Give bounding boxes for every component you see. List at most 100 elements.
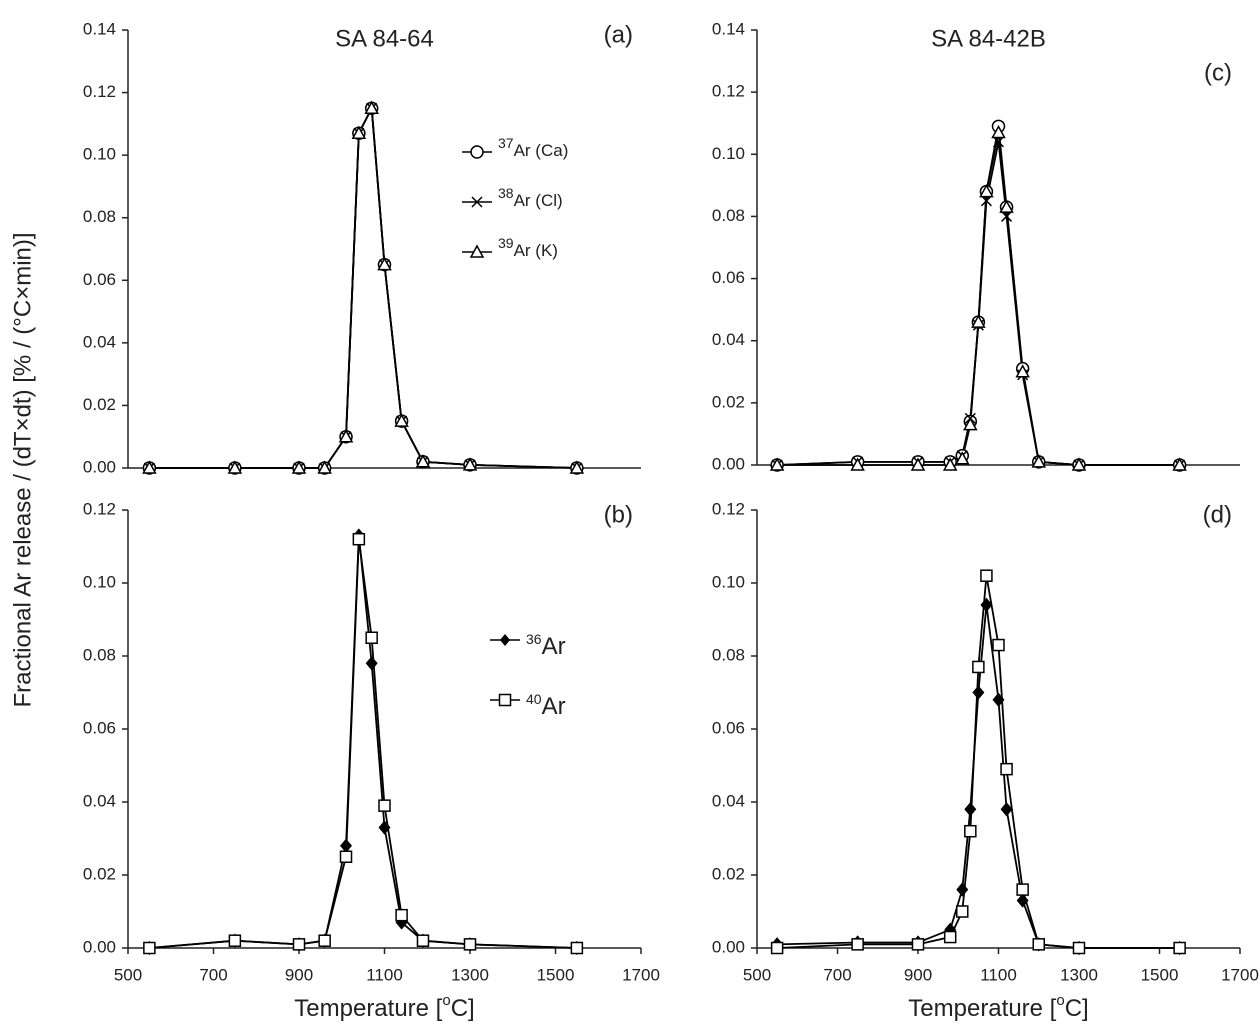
series-line bbox=[777, 132, 1180, 466]
panel-title: SA 84-42B bbox=[931, 25, 1046, 52]
panel-label: (b) bbox=[604, 501, 633, 528]
panel-label: (d) bbox=[1203, 501, 1232, 528]
y-tick-label: 0.10 bbox=[83, 145, 116, 164]
x-tick-label: 700 bbox=[199, 965, 227, 984]
x-axis-label-part: Temperature [ bbox=[908, 995, 1056, 1022]
panel-title: SA 84-64 bbox=[335, 25, 434, 52]
marker bbox=[980, 597, 993, 613]
marker bbox=[569, 460, 585, 474]
marker bbox=[292, 938, 306, 951]
legend-marker bbox=[469, 244, 485, 258]
marker bbox=[999, 199, 1014, 213]
legend-marker bbox=[471, 196, 483, 208]
marker bbox=[1032, 938, 1045, 951]
marker bbox=[964, 802, 977, 817]
x-tick-label: 1300 bbox=[451, 965, 489, 984]
marker bbox=[1071, 457, 1087, 471]
marker bbox=[352, 532, 366, 546]
marker bbox=[956, 905, 969, 918]
legend-marker bbox=[498, 693, 512, 707]
x-axis-label-part: C] bbox=[451, 995, 475, 1022]
marker bbox=[979, 184, 994, 198]
x-axis-label: Temperature [oC] bbox=[294, 992, 474, 1022]
marker bbox=[1016, 883, 1029, 896]
marker bbox=[980, 569, 993, 582]
marker bbox=[378, 799, 391, 812]
marker bbox=[991, 124, 1006, 139]
panel-label: (c) bbox=[1204, 59, 1232, 86]
y-tick-label: 0.06 bbox=[712, 718, 745, 737]
marker bbox=[340, 838, 353, 853]
marker bbox=[318, 934, 331, 947]
marker bbox=[415, 454, 431, 468]
marker bbox=[770, 941, 784, 955]
y-tick-label: 0.02 bbox=[712, 392, 745, 411]
y-tick-label: 0.06 bbox=[83, 270, 116, 289]
series-line bbox=[777, 604, 1180, 949]
y-tick-label: 0.10 bbox=[83, 572, 116, 591]
y-tick-label: 0.08 bbox=[83, 645, 116, 664]
series-line bbox=[777, 141, 1180, 466]
y-tick-label: 0.06 bbox=[83, 718, 116, 737]
legend-label: 38Ar (Cl) bbox=[498, 185, 563, 211]
x-tick-label: 900 bbox=[904, 965, 932, 984]
series-line bbox=[149, 104, 577, 469]
x-axis-label-part: C] bbox=[1065, 995, 1089, 1022]
x-axis-label-part: Temperature [ bbox=[294, 995, 442, 1022]
x-tick-label: 1100 bbox=[980, 965, 1017, 984]
y-tick-label: 0.04 bbox=[712, 791, 745, 810]
marker bbox=[227, 460, 243, 474]
y-tick-label: 0.10 bbox=[712, 144, 745, 163]
marker bbox=[964, 824, 977, 838]
marker bbox=[992, 638, 1005, 652]
marker bbox=[291, 460, 307, 474]
x-tick-label: 900 bbox=[285, 965, 313, 984]
marker bbox=[943, 930, 957, 944]
legend-name: Ar (Cl) bbox=[514, 191, 563, 210]
marker bbox=[339, 850, 353, 863]
marker bbox=[1031, 454, 1047, 468]
marker bbox=[963, 417, 978, 431]
legend-label: 37Ar (Ca) bbox=[498, 135, 568, 161]
x-tick-label: 500 bbox=[114, 965, 142, 984]
marker bbox=[1000, 802, 1013, 817]
x-tick-label: 1500 bbox=[537, 965, 575, 984]
legend-name: Ar bbox=[542, 633, 566, 660]
y-tick-label: 0.00 bbox=[712, 454, 745, 473]
legend-name: Ar (K) bbox=[514, 241, 558, 260]
marker bbox=[851, 938, 864, 951]
marker bbox=[971, 314, 986, 328]
legend-label: 40Ar bbox=[526, 691, 566, 721]
y-tick-label: 0.00 bbox=[83, 937, 116, 956]
y-tick-label: 0.10 bbox=[712, 572, 745, 591]
y-tick-label: 0.02 bbox=[83, 864, 116, 883]
marker bbox=[570, 941, 584, 955]
legend-marker bbox=[470, 145, 484, 159]
series-line bbox=[777, 126, 1180, 466]
x-axis-label-part: o bbox=[442, 992, 450, 1009]
legend-isotope: 40 bbox=[526, 691, 542, 707]
y-tick-label: 0.14 bbox=[83, 19, 116, 38]
y-tick-label: 0.08 bbox=[83, 207, 116, 226]
marker bbox=[972, 660, 985, 674]
x-tick-label: 1700 bbox=[1221, 965, 1259, 984]
marker bbox=[911, 938, 925, 951]
legend-name: Ar bbox=[542, 693, 566, 720]
x-tick-label: 1700 bbox=[622, 965, 660, 984]
marker bbox=[416, 934, 430, 947]
marker bbox=[338, 429, 354, 443]
legend-label: 36Ar bbox=[526, 631, 566, 661]
marker bbox=[910, 457, 926, 471]
marker bbox=[1001, 210, 1013, 222]
series-line bbox=[777, 575, 1180, 949]
marker bbox=[395, 908, 408, 922]
panel-label: (a) bbox=[604, 21, 633, 48]
y-axis-label: Fractional Ar release / (dT×dt) [% / (°C… bbox=[9, 232, 36, 707]
marker bbox=[1015, 364, 1030, 378]
legend-label: 39Ar (K) bbox=[498, 235, 558, 261]
marker bbox=[1072, 941, 1086, 955]
y-tick-label: 0.04 bbox=[83, 332, 116, 351]
marker bbox=[1172, 457, 1187, 471]
y-tick-label: 0.04 bbox=[83, 791, 116, 810]
y-tick-label: 0.12 bbox=[712, 82, 745, 101]
